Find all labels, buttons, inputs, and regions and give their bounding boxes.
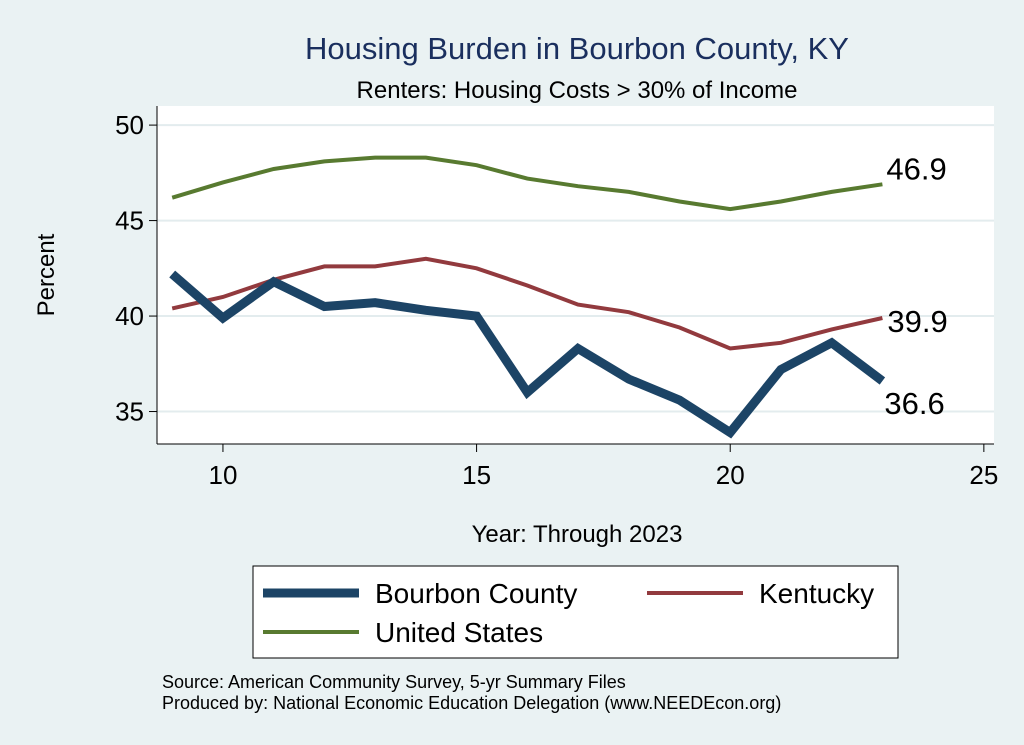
legend-label: Bourbon County (375, 578, 577, 609)
y-tick-label: 45 (115, 206, 144, 236)
series-lines (169, 155, 886, 439)
y-tick-label: 40 (115, 301, 144, 331)
legend-label: United States (375, 617, 543, 648)
y-tick-label: 50 (115, 110, 144, 140)
producer-note: Produced by: National Economic Education… (162, 693, 781, 713)
end-label-united-states: 46.9 (886, 151, 946, 186)
axes: 35 40 45 50 10 15 20 25 (115, 106, 998, 490)
series-line-united-states (171, 155, 883, 212)
legend-entries: Bourbon County Kentucky United States (263, 578, 874, 648)
legend (252, 565, 899, 659)
chart-title: Housing Burden in Bourbon County, KY (305, 31, 849, 66)
x-tick-label: 15 (462, 460, 491, 490)
gridlines (157, 124, 994, 413)
x-tick-label: 25 (969, 460, 998, 490)
end-labels: 46.9 39.9 36.6 (884, 151, 947, 421)
legend-label: Kentucky (759, 578, 874, 609)
series-line-kentucky (171, 256, 883, 351)
x-axis-title: Year: Through 2023 (472, 521, 683, 548)
series-line-bourbon-county (169, 270, 886, 439)
plot-area (157, 106, 994, 444)
end-label-kentucky: 39.9 (887, 304, 947, 339)
x-tick-label: 20 (716, 460, 745, 490)
chart-subtitle: Renters: Housing Costs > 30% of Income (357, 77, 798, 104)
source-note: Source: American Community Survey, 5-yr … (162, 672, 626, 692)
x-tick-label: 10 (208, 460, 237, 490)
y-tick-label: 35 (115, 397, 144, 427)
y-axis-title: Percent (33, 233, 60, 316)
end-label-bourbon-county: 36.6 (884, 386, 944, 421)
